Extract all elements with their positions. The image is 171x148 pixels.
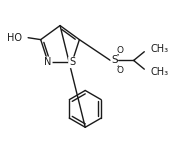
- Text: O: O: [117, 46, 124, 55]
- Text: S: S: [69, 57, 75, 67]
- Text: CH₃: CH₃: [150, 44, 168, 54]
- Text: CH₃: CH₃: [150, 67, 168, 77]
- Text: N: N: [44, 57, 52, 67]
- Text: O: O: [117, 66, 124, 75]
- Text: S: S: [111, 56, 118, 65]
- Text: HO: HO: [7, 33, 22, 43]
